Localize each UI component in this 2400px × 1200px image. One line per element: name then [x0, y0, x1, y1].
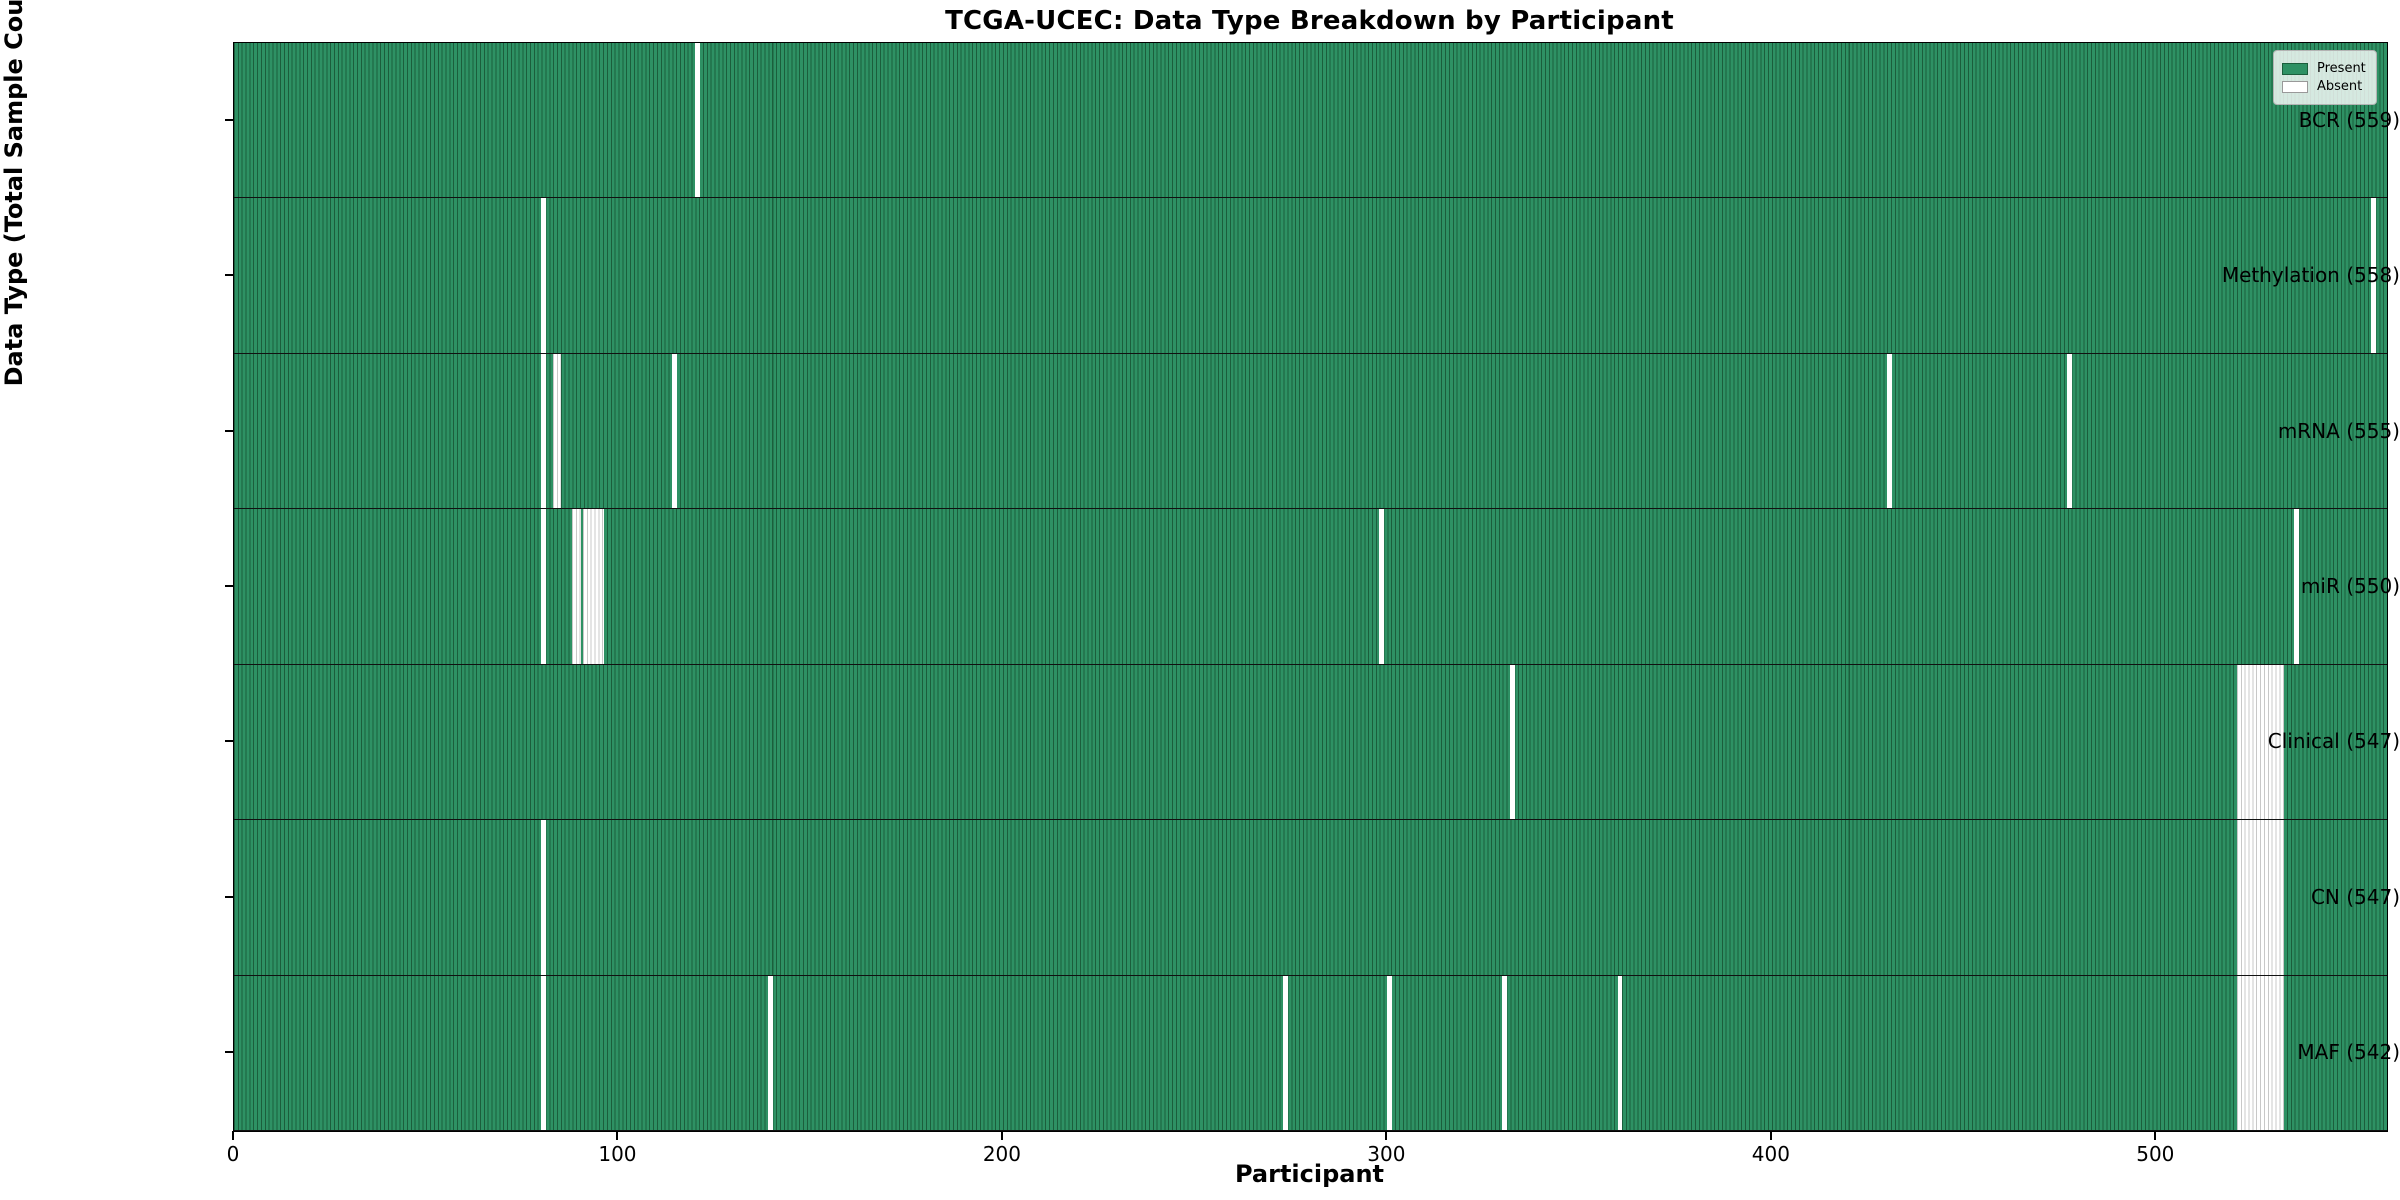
y-tick-mark — [225, 118, 233, 121]
plot-area: Present Absent — [233, 42, 2388, 1132]
y-tick-mark — [225, 274, 233, 277]
absent-gap — [541, 353, 546, 509]
x-tick-label-0: 0 — [226, 1142, 240, 1166]
absent-swatch — [2282, 80, 2308, 93]
absent-gap — [1617, 975, 1623, 1130]
absent-gap — [571, 509, 581, 664]
y-tick-mark — [225, 429, 233, 432]
absent-gap — [2236, 820, 2284, 975]
legend-entry-absent: Absent — [2282, 79, 2368, 94]
y-tick-mark — [225, 585, 233, 587]
y-tick-mark — [225, 1051, 233, 1054]
heatmap-row-mRNA — [234, 353, 2387, 510]
x-axis-label: Participant — [1234, 1160, 1385, 1188]
x-tick-mark — [1000, 1131, 1003, 1140]
x-tick-mark — [232, 1131, 234, 1140]
absent-gap — [1502, 975, 1508, 1130]
heatmap-row-MAF — [234, 975, 2387, 1131]
x-tick-mark — [1385, 1131, 1388, 1140]
absent-gap — [1509, 664, 1515, 820]
absent-gap — [2236, 664, 2284, 820]
y-tick-mark — [225, 740, 233, 743]
y-tick-label-CN: CN (547) — [2310, 884, 2400, 909]
x-tick-label-500: 500 — [2136, 1142, 2175, 1166]
y-tick-mark — [225, 895, 233, 898]
heatmap-row-BCR — [234, 43, 2387, 199]
x-tick-mark — [1769, 1131, 1772, 1140]
heatmap-row-miR — [234, 509, 2387, 665]
absent-gap — [552, 353, 562, 509]
heatmap-row-Methylation — [234, 198, 2387, 354]
absent-gap — [694, 43, 700, 198]
x-tick-label-400: 400 — [1751, 1142, 1790, 1166]
absent-gap — [1386, 975, 1392, 1130]
x-tick-label-300: 300 — [1367, 1142, 1406, 1166]
y-tick-label-MAF: MAF (542) — [2297, 1040, 2400, 1065]
present-swatch — [2282, 62, 2308, 75]
absent-gap — [541, 509, 546, 664]
x-tick-mark — [2154, 1131, 2157, 1140]
x-tick-mark — [616, 1131, 619, 1140]
absent-gap — [583, 509, 604, 664]
legend-label-present: Present — [2317, 61, 2366, 76]
absent-gap — [767, 975, 773, 1130]
absent-gap — [2294, 509, 2300, 664]
absent-gap — [2236, 975, 2284, 1130]
absent-gap — [1283, 975, 1288, 1130]
y-axis-label: Data Type (Total Sample Count) — [0, 0, 28, 387]
absent-gap — [1886, 353, 1892, 509]
absent-gap — [1379, 509, 1385, 664]
heatmap-row-Clinical — [234, 664, 2387, 821]
legend-label-absent: Absent — [2317, 79, 2363, 94]
absent-gap — [671, 353, 677, 509]
absent-gap — [2067, 353, 2073, 509]
y-tick-label-mRNA: mRNA (555) — [2277, 418, 2400, 443]
absent-gap — [541, 975, 546, 1130]
absent-gap — [2371, 198, 2376, 353]
x-tick-label-100: 100 — [598, 1142, 637, 1166]
absent-gap — [541, 198, 546, 353]
legend-entry-present: Present — [2282, 61, 2368, 76]
y-tick-label-Methylation: Methylation (558) — [2221, 263, 2400, 288]
legend: Present Absent — [2273, 50, 2377, 105]
heatmap-row-CN — [234, 820, 2387, 976]
y-tick-label-BCR: BCR (559) — [2298, 107, 2400, 132]
absent-gap — [541, 820, 546, 975]
y-tick-label-Clinical: Clinical (547) — [2267, 729, 2400, 754]
x-tick-label-200: 200 — [982, 1142, 1022, 1166]
y-tick-label-miR: miR (550) — [2300, 574, 2400, 598]
chart-title: TCGA-UCEC: Data Type Breakdown by Partic… — [945, 6, 1674, 36]
